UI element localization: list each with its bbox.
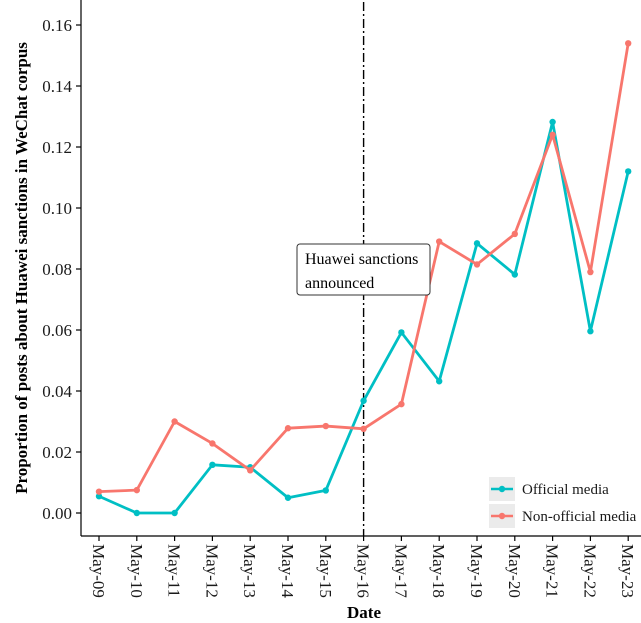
data-point-non-official-media [436,238,443,245]
data-point-official-media [398,329,405,336]
legend-label-official: Official media [522,482,609,498]
data-point-official-media [436,378,443,385]
y-tick-label: 0.16 [42,16,72,35]
data-point-non-official-media [625,40,632,47]
x-tick-label: May-22 [580,544,599,598]
data-point-official-media [322,487,329,494]
data-point-official-media [209,461,216,469]
x-axis-title: Date [347,603,381,622]
x-tick-label: May-11 [165,544,184,597]
legend: Official media Non-official media [486,474,641,532]
data-point-official-media [625,168,632,175]
x-tick-label: May-14 [278,544,297,598]
data-point-non-official-media [284,425,292,432]
data-point-non-official-media [511,230,518,238]
data-point-official-media [133,509,140,517]
data-point-non-official-media [133,486,140,494]
legend-key-official-point [498,485,506,493]
x-tick-label: May-19 [467,544,486,598]
y-tick-label: 0.12 [42,138,72,157]
y-tick-label: 0.14 [42,77,72,96]
data-point-non-official-media [247,467,254,474]
data-point-official-media [171,509,178,517]
legend-label-non-official: Non-official media [522,509,637,525]
x-tick-label: May-13 [240,544,259,598]
y-axis: 0.00 0.02 0.04 0.06 0.08 0.10 0.12 0.14 0.16 [42,16,81,523]
x-tick-label: May-16 [354,544,373,598]
x-axis: May-09 May-10 May-11 May-12 May-13 May-14 May-… [89,536,637,598]
data-point-non-official-media [209,440,216,447]
y-tick-label: 0.04 [42,382,72,401]
annotation-box [296,243,431,296]
data-point-official-media [473,240,481,247]
data-point-non-official-media [398,400,405,408]
data-point-non-official-media [95,488,103,495]
y-tick-label: 0.08 [42,260,72,279]
x-tick-label: May-18 [429,544,448,598]
data-point-non-official-media [587,268,594,276]
x-tick-label: May-10 [127,544,146,598]
data-point-official-media [360,397,367,404]
x-tick-label: May-15 [316,544,335,598]
data-point-non-official-media [322,422,329,430]
data-point-official-media [587,328,594,335]
legend-key-non-official-point [498,512,506,520]
x-tick-label: May-12 [202,544,221,598]
annotation-text-line-2: announced [305,275,374,292]
x-tick-label: May-23 [618,544,637,598]
data-point-non-official-media [549,131,556,138]
x-tick-label: May-21 [543,544,562,598]
x-tick-label: May-20 [505,544,524,598]
data-point-official-media [95,493,103,500]
y-tick-label: 0.10 [42,199,72,218]
x-tick-label: May-17 [391,544,410,598]
data-point-official-media [511,271,518,278]
x-tick-label: May-09 [89,544,108,598]
annotation-text-line-1: Huawei sanctions [305,251,418,268]
data-point-official-media [549,118,556,126]
y-tick-label: 0.02 [42,443,72,462]
data-point-non-official-media [360,425,367,433]
data-point-non-official-media [473,261,481,268]
y-tick-label: 0.00 [42,504,72,523]
y-tick-label: 0.06 [42,321,72,340]
plot-area [95,2,632,536]
data-point-official-media [284,494,292,501]
y-axis-title: Proportion of posts about Huawei sanctio… [12,42,31,494]
data-point-non-official-media [171,418,178,425]
sanctions-annotation: Huawei sanctions announced [296,243,431,296]
